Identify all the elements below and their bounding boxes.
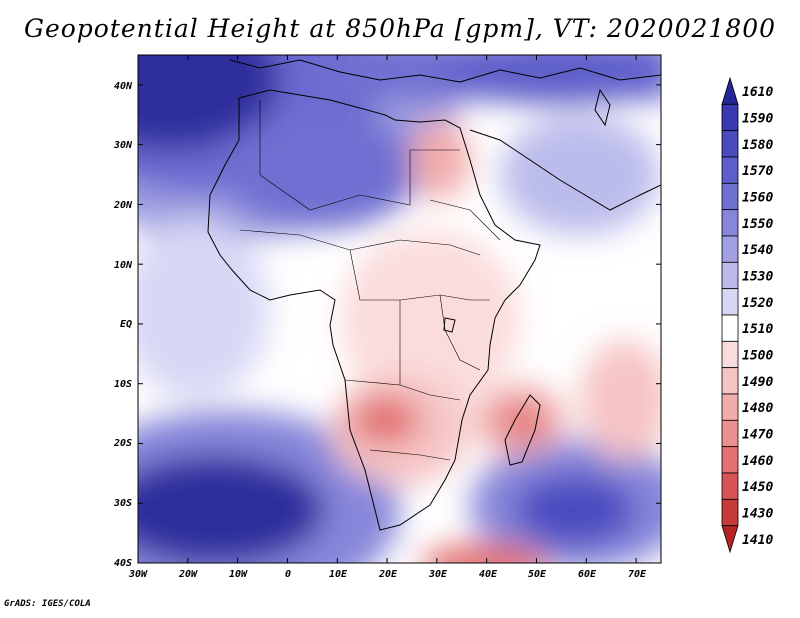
lat-label: 10N (114, 260, 133, 271)
med-high (440, 55, 661, 105)
lon-label: 10W (229, 569, 248, 580)
lon-label: 20W (178, 569, 198, 580)
lat-label: 20S (113, 438, 132, 449)
map-title: Geopotential Height at 850hPa [gpm], VT:… (23, 14, 777, 43)
border-south (344, 300, 461, 461)
colorbar-swatch (721, 367, 739, 395)
colorbar-label: 1450 (742, 480, 773, 495)
madagascar-low-core (500, 404, 544, 440)
colorbar-label: 1410 (742, 533, 773, 548)
colorbar-label: 1500 (742, 349, 773, 364)
lon-label: 50E (528, 569, 547, 580)
lon-label: 10E (329, 569, 348, 580)
lon-label: 20E (378, 569, 398, 580)
sio-high-core (515, 475, 635, 545)
lat-label: 40N (114, 81, 133, 92)
lon-label: 40E (479, 569, 498, 580)
mideast (500, 115, 660, 235)
colorbar-swatch (721, 393, 739, 421)
colorbar-label: 1550 (742, 217, 773, 232)
border-sahel (239, 229, 481, 256)
border-central (349, 249, 490, 301)
colorbar-label: 1530 (742, 270, 773, 285)
plot-frame (137, 54, 662, 564)
colorbar-label: 1560 (742, 191, 773, 206)
lat-label: 30S (113, 498, 132, 509)
lat-axis-labels: 40N 30N 20N 10N EQ 10S 20S 30S 40S (113, 81, 133, 569)
height-field (138, 55, 661, 563)
lon-label: 30W (128, 569, 148, 580)
colorbar-label: 1470 (742, 428, 773, 443)
colorbar-swatch (721, 261, 739, 290)
africa-coastline (207, 89, 541, 531)
nw-high-core (138, 55, 280, 150)
lat-label: 10S (114, 379, 132, 390)
border-north-africa (259, 100, 460, 211)
sahara-blue (220, 110, 420, 230)
zambia-low (350, 395, 420, 445)
lat-label: EQ (120, 319, 132, 330)
colorbar-swatch (721, 182, 739, 211)
colorbar-swatch (721, 209, 739, 237)
southern-ocean-low (420, 543, 550, 563)
colorbar-swatch (721, 76, 739, 105)
lon-axis-labels: 30W 20W 10W 0 10E 20E 30E 40E 50E 60E 70… (128, 569, 647, 580)
lat-label: 30N (113, 140, 133, 151)
atlantic-tropics (138, 220, 270, 400)
axis-ticks (137, 55, 661, 564)
egypt-low (410, 120, 470, 200)
colorbar-swatch (721, 340, 739, 369)
colorbar-label: 1540 (742, 243, 773, 258)
colorbar-swatch (721, 314, 739, 342)
east-africa-pink (340, 230, 520, 410)
colorbar-swatch (721, 446, 739, 474)
border-east (429, 199, 501, 371)
coastlines (207, 59, 661, 531)
lon-label: 0 (285, 569, 291, 580)
colorbar-swatch (721, 288, 739, 316)
colorbar-label: 1430 (742, 507, 773, 522)
colorbar-label: 1570 (742, 164, 773, 179)
colorbar-swatch (721, 156, 739, 184)
colorbar-swatch (721, 235, 739, 263)
colorbar-label: 1490 (742, 375, 773, 390)
arabia (469, 129, 661, 211)
colorbar: 1610 1590 1580 1570 1560 1550 1540 1530 1520 1510… (721, 76, 773, 554)
satl-high-core (138, 455, 325, 563)
colorbar-label: 1460 (742, 454, 773, 469)
colorbar-swatch (721, 130, 739, 158)
colorbar-label: 1610 (742, 85, 773, 100)
lon-label: 30E (428, 569, 448, 580)
colorbar-label: 1590 (742, 112, 773, 127)
colorbar-swatch (721, 498, 739, 527)
country-borders (239, 100, 501, 461)
colorbar-swatch (721, 525, 739, 554)
colorbar-swatch (721, 103, 739, 132)
lat-label: 40S (114, 558, 132, 569)
colorbar-swatch (721, 472, 739, 500)
lon-label: 70E (628, 569, 647, 580)
lon-label: 60E (578, 569, 597, 580)
indian-ocean-pink (580, 340, 661, 460)
grads-credit: GrADS: IGES/COLA (4, 599, 91, 609)
lat-label: 20N (113, 200, 133, 211)
colorbar-swatch (721, 419, 739, 448)
colorbar-label: 1520 (742, 296, 773, 311)
colorbar-label: 1480 (742, 401, 773, 416)
europe-coast (229, 59, 661, 83)
colorbar-label: 1580 (742, 138, 773, 153)
madagascar (504, 394, 541, 466)
caspian (594, 88, 611, 127)
colorbar-label: 1510 (742, 322, 773, 337)
